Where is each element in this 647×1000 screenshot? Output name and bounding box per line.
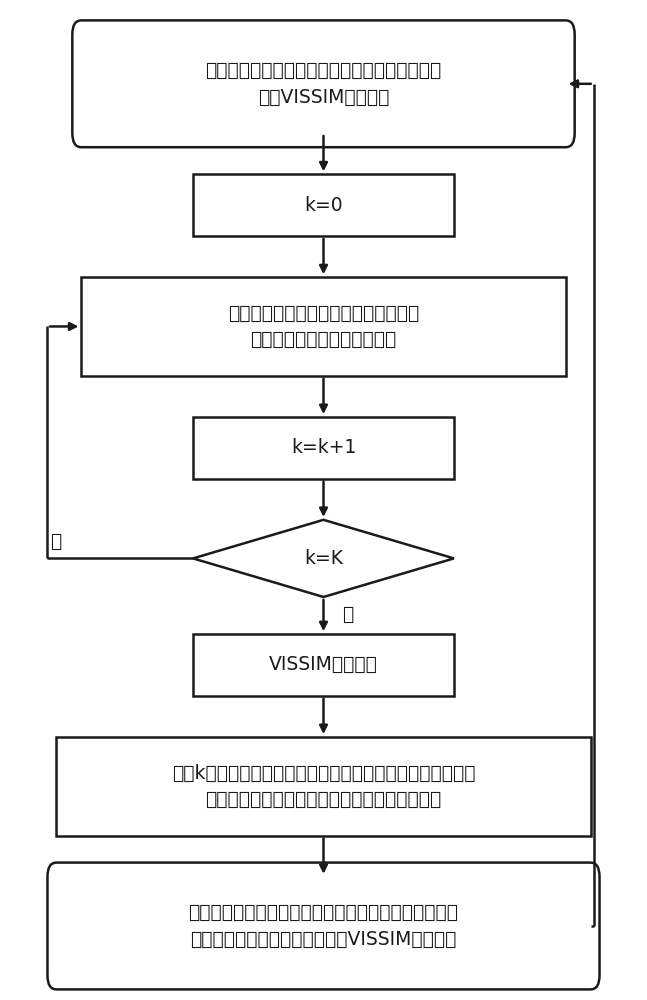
Bar	[193, 634, 454, 696]
Polygon shape	[193, 520, 454, 597]
Bar	[82, 277, 565, 376]
Bar	[56, 737, 591, 836]
Bar	[193, 174, 454, 236]
Text: 采用自适应进化算法，以各相位绿时时长为决策变量，
获取信号配时方案非劣解，传回VISSIM仿真模型: 采用自适应进化算法，以各相位绿时时长为决策变量， 获取信号配时方案非劣解，传回V…	[188, 903, 459, 949]
Text: k=0: k=0	[304, 196, 343, 215]
Text: 根据k个周期的交通流数据，计算多目标优化模型目标函数，
根据各相位流量时长分配绿时，校验约束条件。: 根据k个周期的交通流数据，计算多目标优化模型目标函数， 根据各相位流量时长分配绿…	[171, 763, 476, 809]
FancyBboxPatch shape	[47, 863, 600, 989]
Text: VISSIM仿真中断: VISSIM仿真中断	[269, 655, 378, 674]
Text: k=k+1: k=k+1	[291, 438, 356, 457]
FancyBboxPatch shape	[72, 20, 575, 147]
Text: 是: 是	[342, 605, 353, 624]
Bar	[193, 417, 454, 479]
Text: k=K: k=K	[304, 549, 343, 568]
Text: 根据实际信号配时方案、流量和交叉口道路条件
搞建VISSIM仿真模型: 根据实际信号配时方案、流量和交叉口道路条件 搞建VISSIM仿真模型	[205, 61, 442, 107]
Text: 保存当前周期各相位流量、排队长度、
平均车辆延误等交通流数据。: 保存当前周期各相位流量、排队长度、 平均车辆延误等交通流数据。	[228, 304, 419, 349]
Text: 否: 否	[50, 532, 61, 551]
